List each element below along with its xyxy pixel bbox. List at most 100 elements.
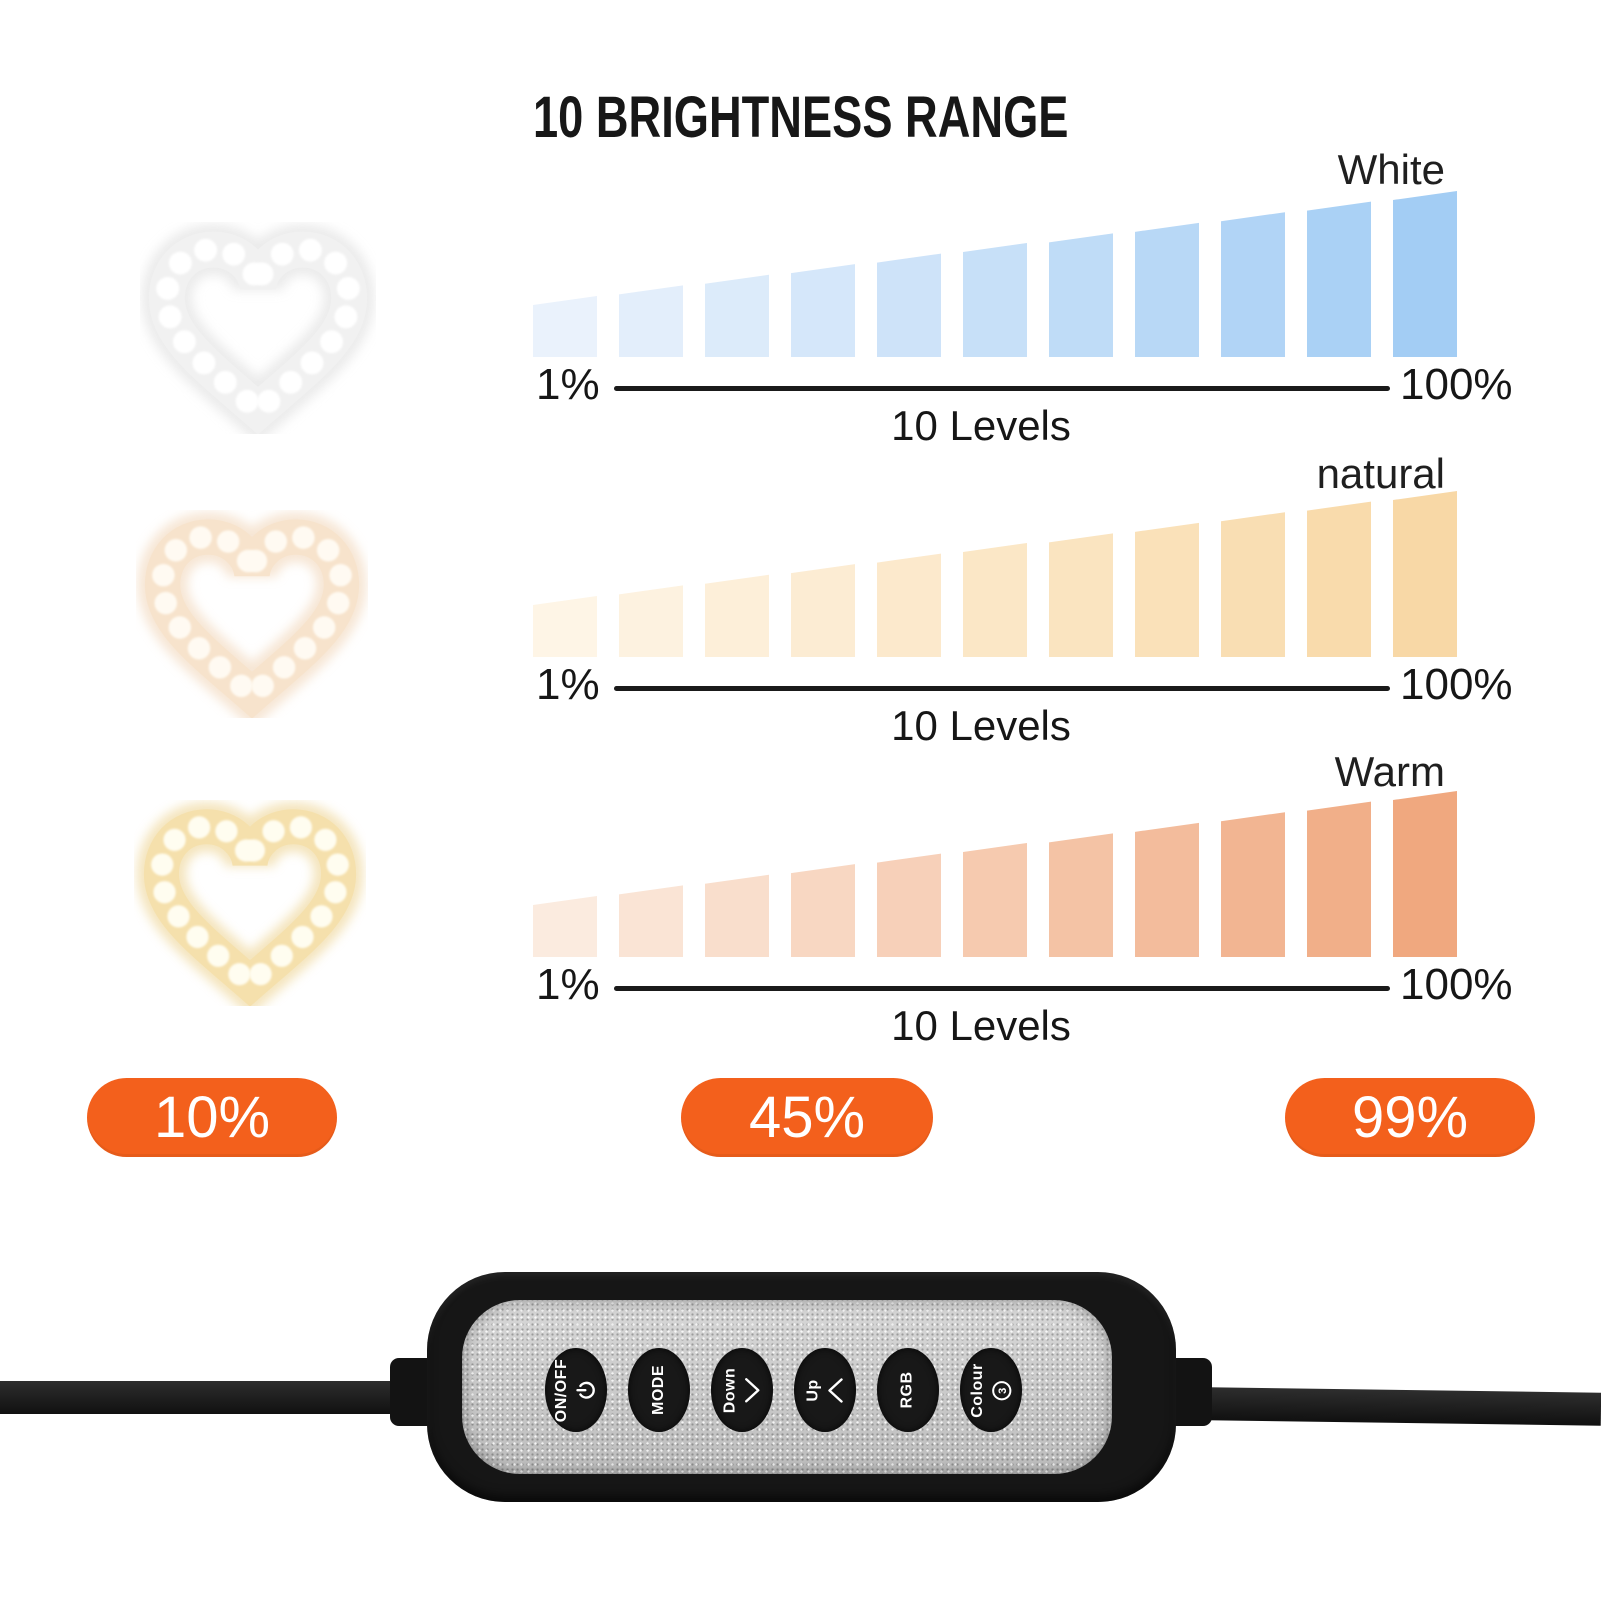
brightness-bar — [1393, 491, 1457, 657]
brightness-bar — [877, 253, 941, 357]
white-heart-ring-light — [141, 224, 375, 434]
natural-brightness-bar-chart — [533, 491, 1457, 657]
warm-heart-ring-light — [136, 802, 364, 1006]
led-bulb — [222, 242, 246, 266]
remote-button-up: Up — [794, 1348, 856, 1432]
led-bulb — [312, 616, 336, 639]
power-cable-right — [1189, 1387, 1601, 1426]
svg-text:3: 3 — [996, 1387, 1008, 1393]
remote-button-rgb: RGB — [877, 1348, 939, 1432]
led-bulb — [186, 925, 209, 949]
led-bulb — [167, 905, 190, 928]
led-bulb — [230, 674, 253, 698]
led-bulb — [207, 944, 230, 967]
axis-line — [614, 386, 1390, 391]
axis-line — [614, 986, 1390, 991]
led-bulb — [264, 530, 288, 553]
badge-label: 10% — [153, 1084, 271, 1150]
brightness-bar — [877, 553, 941, 657]
remote-button-label: Up — [804, 1378, 822, 1402]
brightness-bar — [619, 885, 683, 957]
brightness-bar — [533, 296, 597, 357]
led-bulb — [168, 251, 192, 275]
chevron-up-icon — [827, 1377, 845, 1403]
axis-line — [614, 686, 1390, 691]
led-bulb — [249, 963, 272, 986]
brightness-bar — [1307, 201, 1371, 357]
led-bulb — [187, 637, 211, 660]
brightness-bar — [877, 853, 941, 957]
badge-label: 45% — [748, 1084, 866, 1150]
chart-label-warm: Warm — [1334, 748, 1445, 795]
led-bulb — [324, 881, 347, 904]
led-bulb — [194, 238, 218, 262]
natural-heart-ring-light — [137, 512, 367, 718]
led-bulb — [151, 853, 174, 876]
led-bulb — [158, 305, 182, 329]
brightness-bar — [791, 864, 855, 957]
led-bulb — [300, 351, 324, 375]
led-bulb — [270, 944, 293, 967]
brightness-bar — [963, 542, 1027, 657]
brightness-bar — [791, 564, 855, 657]
led-bulb — [289, 816, 313, 839]
led-bulb — [292, 526, 315, 549]
led-bulb — [215, 820, 238, 843]
levels-label: 10 Levels — [891, 402, 1071, 449]
led-bulb — [326, 853, 349, 876]
levels-label: 10 Levels — [891, 702, 1071, 749]
brightness-badge-99: 99% — [1285, 1078, 1535, 1157]
remote-button-label: RGB — [899, 1371, 916, 1409]
led-bulb — [336, 277, 360, 300]
brightness-bar — [1307, 501, 1371, 657]
axis-min-label: 1% — [536, 360, 600, 409]
led-bulb — [316, 539, 340, 562]
led-bulb — [242, 839, 265, 862]
led-bulb — [262, 820, 285, 843]
led-bulb — [168, 616, 192, 639]
power-cable-left — [0, 1381, 412, 1414]
chart-label-white: White — [1337, 146, 1445, 193]
led-bulb — [270, 242, 294, 266]
levels-label: 10 Levels — [891, 1002, 1071, 1049]
brightness-bar — [705, 274, 769, 357]
brightness-bar — [963, 242, 1027, 357]
remote-button-label: Down — [721, 1367, 739, 1413]
led-bulb — [156, 277, 180, 300]
brightness-bar — [1135, 822, 1199, 957]
led-bulb — [250, 262, 274, 286]
page-title: 10 BRIGHTNESS RANGE — [533, 85, 1069, 150]
led-bulb — [235, 389, 259, 413]
remote-button-label: MODE — [650, 1365, 667, 1415]
led-bulb — [244, 549, 268, 573]
brightness-badge-45: 45% — [681, 1078, 933, 1157]
axis-min-label: 1% — [536, 660, 600, 709]
axis-max-label: 100% — [1400, 360, 1513, 409]
led-bulb — [163, 828, 186, 851]
led-bulb — [251, 674, 274, 698]
brightness-bar — [619, 285, 683, 357]
brightness-bar — [705, 874, 769, 957]
led-bulb — [172, 330, 196, 354]
brightness-bar — [533, 896, 597, 957]
led-bulb — [154, 591, 177, 615]
brightness-bar — [1221, 512, 1285, 657]
led-bulb — [310, 905, 333, 928]
remote-button-down: Down — [711, 1348, 773, 1432]
led-bulb — [164, 539, 188, 562]
led-bulb — [272, 656, 296, 679]
white-brightness-bar-chart — [533, 191, 1457, 357]
remote-button-colour: Colour 3 — [960, 1348, 1022, 1432]
led-bulb — [320, 330, 344, 354]
brightness-bar — [1221, 812, 1285, 957]
remote-button-mode: MODE — [628, 1348, 690, 1432]
brightness-bar — [1049, 533, 1113, 657]
warm-brightness-bar-chart — [533, 791, 1457, 957]
led-bulb — [257, 389, 281, 413]
axis-min-label: 1% — [536, 960, 600, 1009]
brightness-bar — [533, 596, 597, 657]
led-bulb — [192, 351, 216, 375]
brightness-bar — [619, 585, 683, 657]
brightness-bar — [705, 574, 769, 657]
